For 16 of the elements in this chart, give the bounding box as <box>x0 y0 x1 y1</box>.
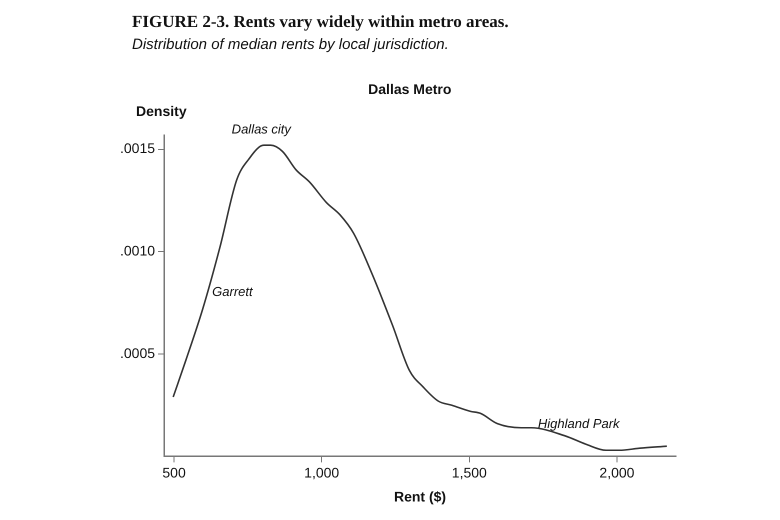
text: Dallas Metro <box>368 80 452 97</box>
annotation: Highland Park <box>538 416 622 431</box>
y-tick-label: .0015 <box>120 140 156 156</box>
x-tick-label: 500 <box>162 464 186 481</box>
chart-title: FIGURE 2-3. Rents vary widely within metro areas. <box>132 12 509 32</box>
x-axis-title: Rent ($) <box>394 488 446 504</box>
line-series <box>172 144 668 452</box>
x-tick-label: 1,000 <box>304 464 340 481</box>
y-tick-label: .0010 <box>120 242 156 259</box>
y-axis-title: Density <box>136 102 187 119</box>
x-tick-label: 1,500 <box>452 464 488 481</box>
y-tick-label: .0005 <box>120 344 156 361</box>
x-tick-label: 2,000 <box>599 464 635 481</box>
annotation: Dallas city <box>232 122 292 137</box>
chart-subtitle: Distribution of median rents by local jurisdiction. <box>132 36 450 53</box>
annotation: Garrett <box>212 284 254 300</box>
